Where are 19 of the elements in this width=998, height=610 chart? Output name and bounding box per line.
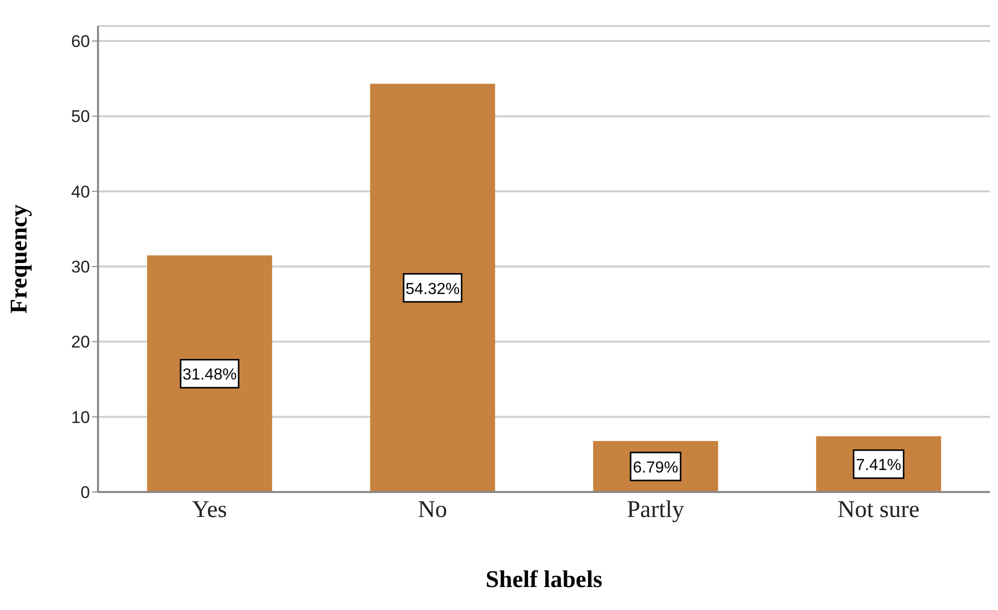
- y-tick-label: 60: [71, 32, 90, 52]
- y-tick-label: 40: [71, 182, 90, 202]
- y-tick-label: 20: [71, 332, 90, 352]
- x-axis-title: Shelf labels: [486, 567, 602, 593]
- y-tick-label: 30: [71, 258, 90, 277]
- data-label: 6.79%: [632, 459, 678, 476]
- bar: [147, 255, 272, 492]
- data-label: 54.32%: [405, 280, 460, 298]
- x-tick-label: Partly: [626, 497, 684, 524]
- y-tick-label: 50: [71, 107, 90, 126]
- y-tick-label: 0: [80, 483, 90, 502]
- x-tick-label: Not sure: [838, 497, 920, 524]
- y-axis-title: Frequency: [6, 204, 33, 314]
- bar: [370, 84, 496, 492]
- data-label: 7.41%: [856, 457, 902, 474]
- data-label: 31.48%: [182, 366, 237, 384]
- x-tick-label: No: [418, 497, 448, 524]
- y-tick-label: 10: [71, 408, 90, 427]
- x-tick-label: Yes: [192, 497, 227, 524]
